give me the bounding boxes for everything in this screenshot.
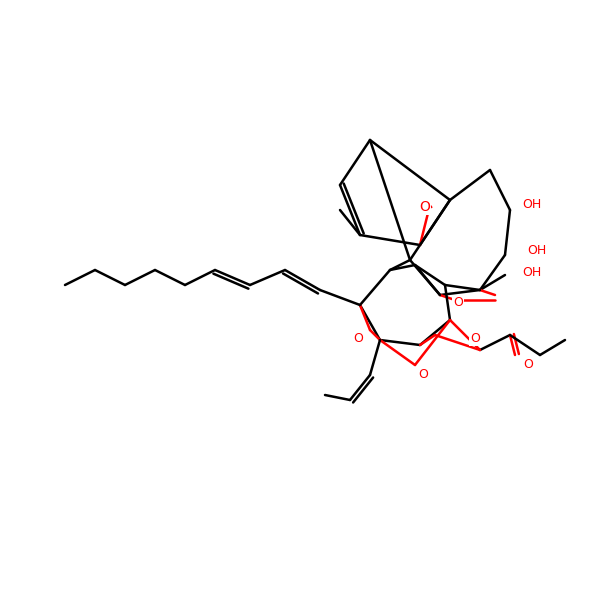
Text: O: O: [353, 331, 363, 344]
Text: O: O: [453, 296, 463, 310]
Text: OH: OH: [527, 244, 547, 257]
Text: OH: OH: [523, 265, 542, 278]
Text: O: O: [470, 331, 480, 344]
Text: O: O: [419, 200, 430, 214]
Text: O: O: [523, 358, 533, 371]
Text: OH: OH: [523, 199, 542, 211]
Text: O: O: [418, 368, 428, 382]
